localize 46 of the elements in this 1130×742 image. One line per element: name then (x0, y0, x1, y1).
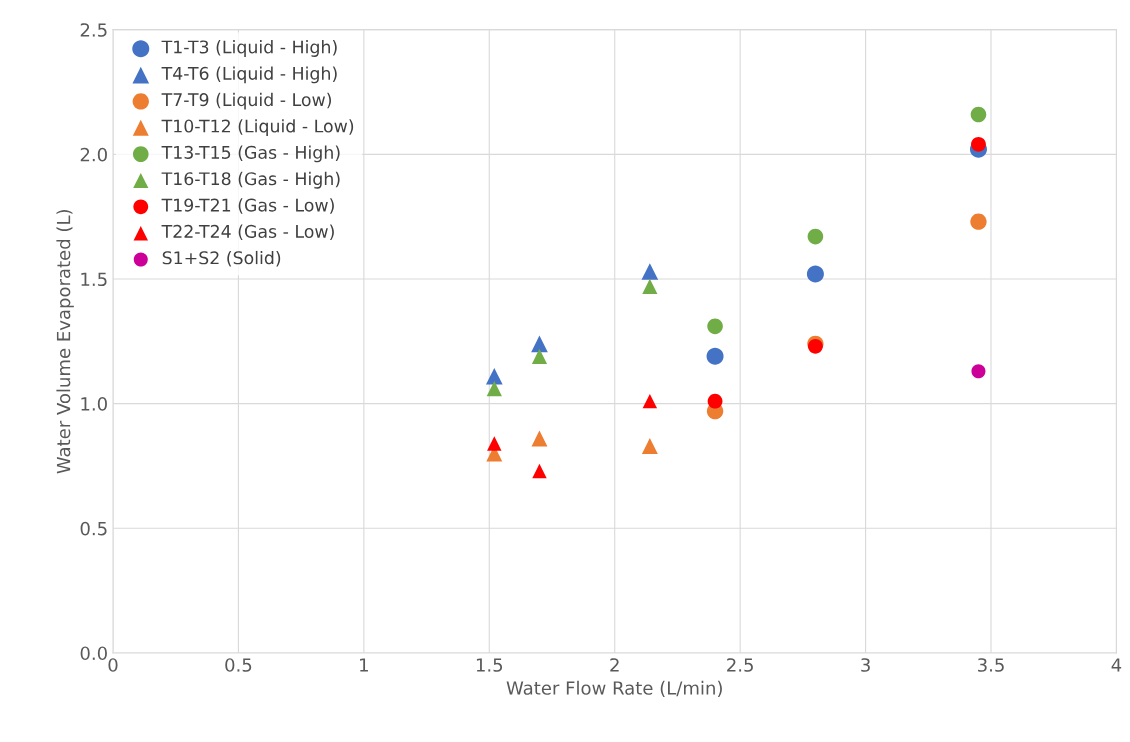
point (970, 213, 987, 230)
legend-label: T10-T12 (Liquid - Low) (161, 119, 354, 136)
point (971, 136, 986, 152)
point (707, 318, 723, 335)
x-tick-label: 3.5 (978, 658, 1004, 672)
point (641, 263, 659, 280)
legend-label: T4-T6 (Liquid - High) (161, 66, 337, 84)
y-tick-label: 2.5 (80, 23, 107, 37)
x-tick-label: 2.5 (727, 658, 753, 672)
point (642, 393, 658, 409)
point (971, 364, 986, 379)
x-tick-label: 3 (861, 658, 870, 672)
point (486, 381, 502, 397)
y-tick-label: 2.0 (80, 147, 107, 162)
point (970, 106, 987, 123)
point (807, 228, 824, 245)
point (531, 430, 548, 447)
point (532, 463, 547, 479)
x-tick-label: 0 (108, 658, 118, 672)
legend-label: T1-T3 (Liquid - High) (161, 40, 337, 57)
point (641, 438, 658, 455)
legend-label: T16-T18 (Gas - High) (161, 171, 340, 189)
legend-label: T19-T21 (Gas - Low) (161, 198, 334, 214)
point (707, 393, 723, 409)
legend-label: T7-T9 (Liquid - Low) (161, 92, 332, 110)
x-tick-label: 1.5 (476, 658, 503, 672)
point (485, 367, 503, 385)
y-tick-label: 1.0 (81, 397, 107, 411)
y-tick-label: 0.0 (80, 646, 107, 661)
x-tick-label: 4 (1111, 658, 1122, 672)
point (806, 265, 824, 283)
y-axis-title: Water Volume Evaporated (L) (56, 210, 74, 474)
legend-label: S1+S2 (Solid) (162, 250, 281, 267)
y-tick-label: 1.5 (81, 272, 107, 287)
x-tick-label: 0.5 (225, 658, 252, 672)
legend-label: T22-T24 (Gas - Low) (161, 224, 334, 241)
x-axis-title: Water Flow Rate (L/min) (506, 680, 722, 697)
point (531, 348, 548, 364)
point (642, 278, 658, 295)
point (487, 436, 502, 451)
point (531, 335, 548, 353)
point (706, 347, 724, 365)
x-tick-label: 2 (610, 658, 619, 672)
legend-label: T13-T15 (Gas - High) (161, 145, 340, 163)
y-tick-label: 0.5 (80, 521, 107, 536)
x-tick-label: 1 (360, 658, 368, 672)
